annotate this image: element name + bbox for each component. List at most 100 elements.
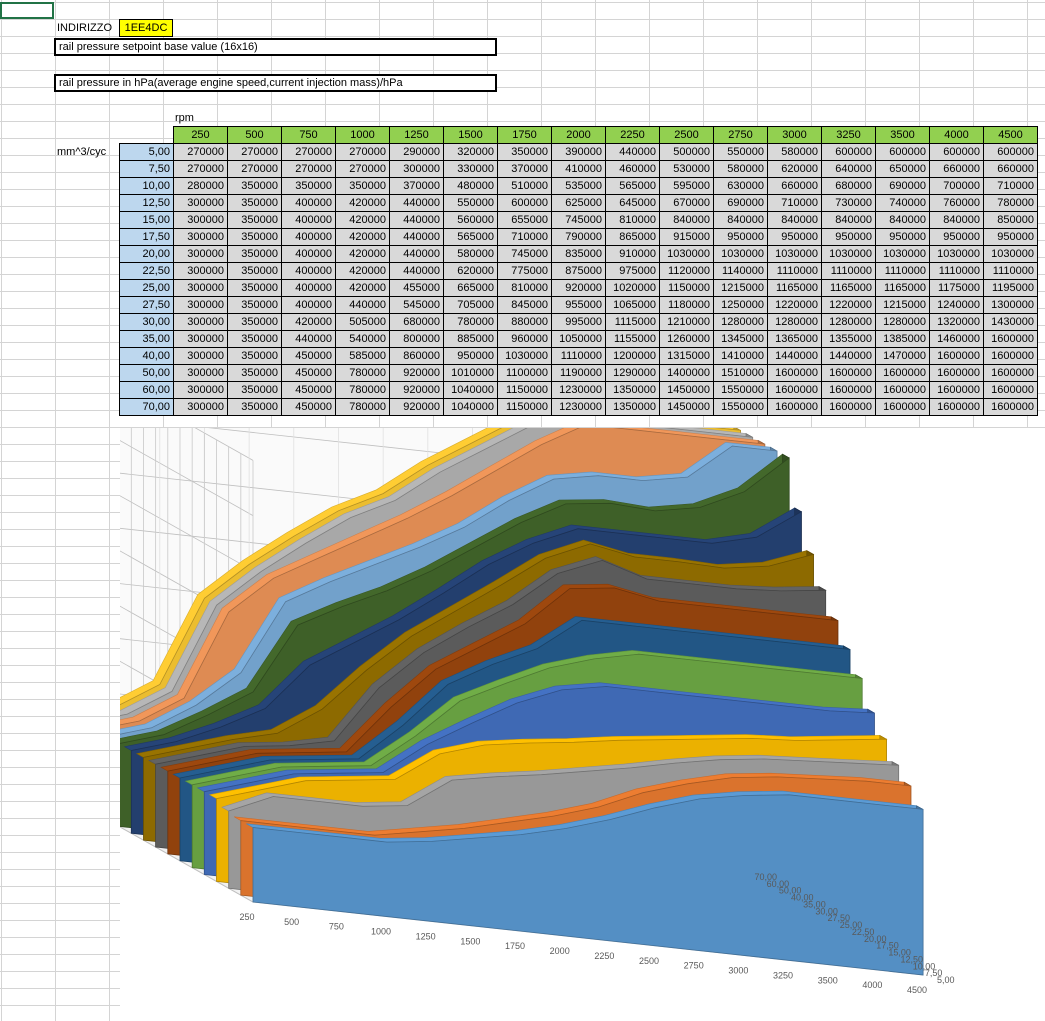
map-value-cell[interactable]: 1280000 <box>875 313 930 331</box>
map-value-cell[interactable]: 790000 <box>551 228 606 246</box>
map-value-cell[interactable]: 1430000 <box>983 313 1038 331</box>
map-value-cell[interactable]: 350000 <box>227 364 282 382</box>
map-value-cell[interactable]: 1110000 <box>821 262 876 280</box>
map-value-cell[interactable]: 440000 <box>389 262 444 280</box>
map-value-cell[interactable]: 350000 <box>227 177 282 195</box>
map-description-cell[interactable]: rail pressure in hPa(average engine spee… <box>54 74 497 92</box>
map-value-cell[interactable]: 1300000 <box>983 296 1038 314</box>
map-value-cell[interactable]: 545000 <box>389 296 444 314</box>
map-value-cell[interactable]: 840000 <box>659 211 714 229</box>
mass-row-header[interactable]: 10,00 <box>119 177 174 195</box>
map-value-cell[interactable]: 780000 <box>335 381 390 399</box>
map-value-cell[interactable]: 620000 <box>443 262 498 280</box>
map-value-cell[interactable]: 1600000 <box>767 364 822 382</box>
map-value-cell[interactable]: 400000 <box>281 296 336 314</box>
map-value-cell[interactable]: 300000 <box>173 313 228 331</box>
mass-row-header[interactable]: 35,00 <box>119 330 174 348</box>
map-value-cell[interactable]: 1165000 <box>767 279 822 297</box>
map-value-cell[interactable]: 300000 <box>173 296 228 314</box>
map-value-cell[interactable]: 1600000 <box>767 381 822 399</box>
map-value-cell[interactable]: 950000 <box>713 228 768 246</box>
map-value-cell[interactable]: 1440000 <box>767 347 822 365</box>
map-value-cell[interactable]: 440000 <box>389 245 444 263</box>
map-value-cell[interactable]: 665000 <box>443 279 498 297</box>
map-value-cell[interactable]: 455000 <box>389 279 444 297</box>
map-value-cell[interactable]: 745000 <box>497 245 552 263</box>
map-value-cell[interactable]: 1385000 <box>875 330 930 348</box>
map-value-cell[interactable]: 1120000 <box>659 262 714 280</box>
rpm-header-cell[interactable]: 4000 <box>929 126 984 144</box>
map-value-cell[interactable]: 1400000 <box>659 364 714 382</box>
map-value-cell[interactable]: 1240000 <box>929 296 984 314</box>
rpm-header-cell[interactable]: 1000 <box>335 126 390 144</box>
map-value-cell[interactable]: 420000 <box>335 211 390 229</box>
map-value-cell[interactable]: 1260000 <box>659 330 714 348</box>
map-value-cell[interactable]: 995000 <box>551 313 606 331</box>
map-value-cell[interactable]: 400000 <box>281 194 336 212</box>
map-value-cell[interactable]: 420000 <box>335 262 390 280</box>
map-value-cell[interactable]: 1180000 <box>659 296 714 314</box>
map-value-cell[interactable]: 370000 <box>497 160 552 178</box>
map-value-cell[interactable]: 840000 <box>767 211 822 229</box>
map-value-cell[interactable]: 400000 <box>281 279 336 297</box>
map-value-cell[interactable]: 300000 <box>389 160 444 178</box>
map-value-cell[interactable]: 350000 <box>227 313 282 331</box>
rpm-header-cell[interactable]: 250 <box>173 126 228 144</box>
map-value-cell[interactable]: 1550000 <box>713 381 768 399</box>
rpm-header-cell[interactable]: 1500 <box>443 126 498 144</box>
map-value-cell[interactable]: 1220000 <box>821 296 876 314</box>
mass-row-header[interactable]: 20,00 <box>119 245 174 263</box>
rpm-header-cell[interactable]: 500 <box>227 126 282 144</box>
map-value-cell[interactable]: 585000 <box>335 347 390 365</box>
map-value-cell[interactable]: 300000 <box>173 279 228 297</box>
map-value-cell[interactable]: 655000 <box>497 211 552 229</box>
map-value-cell[interactable]: 450000 <box>281 347 336 365</box>
rpm-header-cell[interactable]: 750 <box>281 126 336 144</box>
map-value-cell[interactable]: 595000 <box>659 177 714 195</box>
map-value-cell[interactable]: 1250000 <box>713 296 768 314</box>
map-value-cell[interactable]: 460000 <box>605 160 660 178</box>
map-value-cell[interactable]: 1600000 <box>983 381 1038 399</box>
map-value-cell[interactable]: 440000 <box>281 330 336 348</box>
map-value-cell[interactable]: 500000 <box>659 143 714 161</box>
map-value-cell[interactable]: 1230000 <box>551 398 606 416</box>
map-value-cell[interactable]: 1030000 <box>497 347 552 365</box>
map-value-cell[interactable]: 840000 <box>713 211 768 229</box>
map-value-cell[interactable]: 1600000 <box>821 381 876 399</box>
map-value-cell[interactable]: 680000 <box>389 313 444 331</box>
map-value-cell[interactable]: 1215000 <box>713 279 768 297</box>
map-value-cell[interactable]: 1190000 <box>551 364 606 382</box>
map-value-cell[interactable]: 1155000 <box>605 330 660 348</box>
map-value-cell[interactable]: 1440000 <box>821 347 876 365</box>
map-value-cell[interactable]: 330000 <box>443 160 498 178</box>
map-value-cell[interactable]: 1315000 <box>659 347 714 365</box>
map-value-cell[interactable]: 350000 <box>227 194 282 212</box>
map-value-cell[interactable]: 660000 <box>929 160 984 178</box>
map-value-cell[interactable]: 950000 <box>821 228 876 246</box>
selected-cell[interactable] <box>0 2 54 19</box>
map-value-cell[interactable]: 1600000 <box>929 398 984 416</box>
map-value-cell[interactable]: 1600000 <box>983 347 1038 365</box>
map-value-cell[interactable]: 270000 <box>227 143 282 161</box>
mass-row-header[interactable]: 40,00 <box>119 347 174 365</box>
map-value-cell[interactable]: 860000 <box>389 347 444 365</box>
rpm-header-cell[interactable]: 1750 <box>497 126 552 144</box>
map-value-cell[interactable]: 270000 <box>281 143 336 161</box>
map-value-cell[interactable]: 775000 <box>497 262 552 280</box>
map-value-cell[interactable]: 680000 <box>821 177 876 195</box>
mass-row-header[interactable]: 7,50 <box>119 160 174 178</box>
map-value-cell[interactable]: 645000 <box>605 194 660 212</box>
map-value-cell[interactable]: 270000 <box>173 143 228 161</box>
map-value-cell[interactable]: 1280000 <box>821 313 876 331</box>
mass-row-header[interactable]: 27,50 <box>119 296 174 314</box>
map-value-cell[interactable]: 1600000 <box>875 381 930 399</box>
map-value-cell[interactable]: 1115000 <box>605 313 660 331</box>
mass-row-header[interactable]: 12,50 <box>119 194 174 212</box>
map-value-cell[interactable]: 1040000 <box>443 381 498 399</box>
map-value-cell[interactable]: 300000 <box>173 364 228 382</box>
map-value-cell[interactable]: 885000 <box>443 330 498 348</box>
map-value-cell[interactable]: 1030000 <box>875 245 930 263</box>
map-value-cell[interactable]: 1165000 <box>875 279 930 297</box>
map-value-cell[interactable]: 270000 <box>335 160 390 178</box>
map-value-cell[interactable]: 1470000 <box>875 347 930 365</box>
